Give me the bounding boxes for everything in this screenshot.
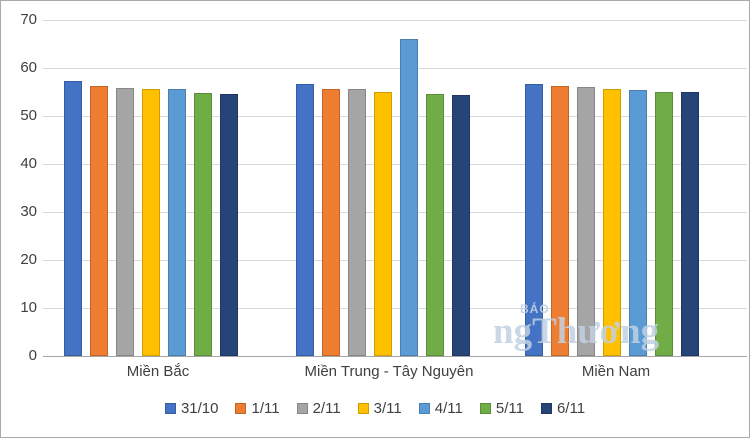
gridline: [43, 20, 747, 21]
bar: [64, 81, 82, 356]
x-axis-line: [43, 356, 747, 357]
legend-label: 5/11: [495, 400, 524, 417]
legend-swatch: [296, 403, 308, 414]
legend-item: 2/11: [296, 400, 341, 417]
legend-label: 2/11: [312, 400, 341, 417]
y-axis-tick-label: 10: [20, 299, 37, 316]
legend-label: 1/11: [251, 400, 280, 417]
bar: [426, 93, 444, 356]
bar: [322, 89, 340, 356]
bar: [220, 93, 238, 356]
legend-label: 3/11: [373, 400, 402, 417]
legend-item: 31/10: [164, 400, 219, 417]
bar: [629, 89, 647, 356]
legend-swatch: [479, 403, 491, 414]
bar: [525, 84, 543, 356]
gridline: [43, 212, 747, 213]
gridline: [43, 260, 747, 261]
bar: [400, 39, 418, 356]
legend-label: 31/10: [180, 400, 219, 417]
bar: [168, 89, 186, 356]
gridline: [43, 308, 747, 309]
bar: [655, 92, 673, 356]
y-axis-tick-label: 0: [28, 347, 37, 364]
bar: [577, 87, 595, 356]
legend-item: 4/11: [418, 400, 463, 417]
bar: [681, 92, 699, 356]
category-label: Miền Bắc: [126, 363, 190, 380]
gridline: [43, 116, 747, 117]
y-axis-tick-label: 30: [20, 203, 37, 220]
legend-swatch: [540, 403, 552, 414]
legend-item: 5/11: [479, 400, 524, 417]
legend-swatch: [164, 403, 176, 414]
bar: [603, 89, 621, 356]
y-axis-tick-label: 50: [20, 107, 37, 124]
bar: [551, 86, 569, 356]
bar: [90, 86, 108, 356]
y-axis-tick-label: 40: [20, 155, 37, 172]
y-axis-tick-label: 60: [20, 59, 37, 76]
y-axis-tick-label: 20: [20, 251, 37, 268]
bar: [142, 89, 160, 356]
legend-label: 6/11: [556, 400, 586, 417]
gridline: [43, 164, 747, 165]
bar: [194, 92, 212, 356]
legend-item: 3/11: [357, 400, 402, 417]
bar: [374, 92, 392, 356]
legend-swatch: [235, 403, 247, 414]
legend-item: 6/11: [540, 400, 586, 417]
bar: [348, 89, 366, 356]
legend-swatch: [418, 403, 430, 414]
category-label: Miền Trung - Tây Nguyên: [304, 363, 474, 380]
y-axis-tick-label: 70: [20, 11, 37, 28]
gridline: [43, 68, 747, 69]
legend-item: 1/11: [235, 400, 280, 417]
bar: [296, 84, 314, 356]
bar: [116, 88, 134, 356]
legend-label: 4/11: [434, 400, 463, 417]
legend-swatch: [357, 403, 369, 414]
bar: [452, 94, 470, 356]
category-label: Miền Nam: [581, 363, 651, 380]
chart-legend: 31/10 1/11 2/11 3/11 4/11 5/11 6/11: [1, 400, 749, 417]
